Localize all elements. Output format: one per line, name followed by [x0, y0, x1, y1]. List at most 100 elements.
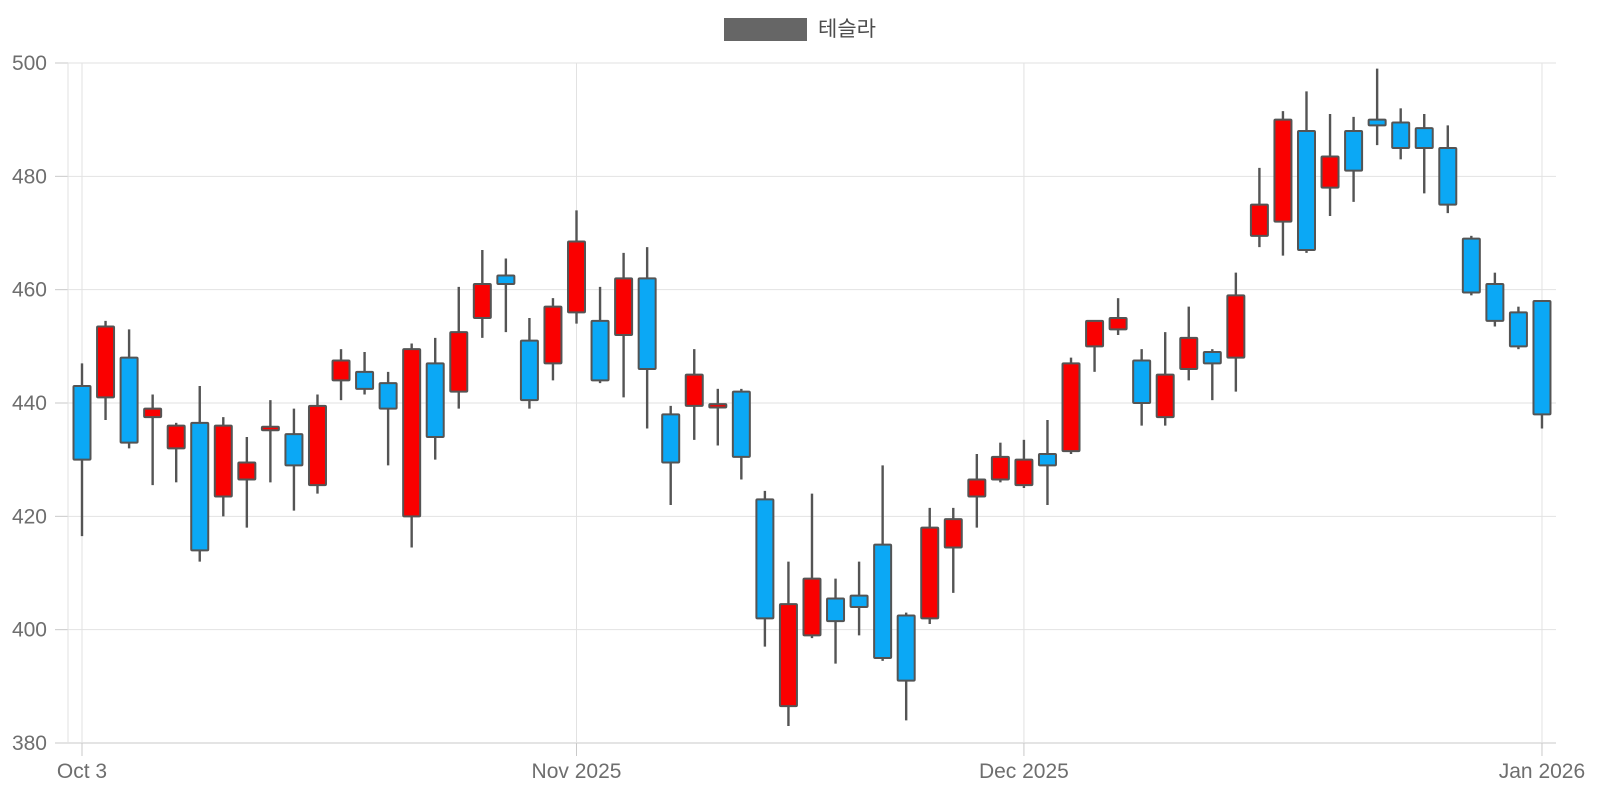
candle-oct-29[interactable] [496, 258, 516, 333]
candle-nov-4[interactable] [590, 286, 610, 384]
candle-oct-21[interactable] [355, 352, 375, 395]
candle-body [1132, 359, 1152, 404]
y-axis-label-480: 480 [12, 165, 47, 188]
candle-nov-20[interactable] [873, 465, 893, 661]
candle-body [1179, 336, 1199, 371]
candle-oct-8[interactable] [143, 394, 163, 486]
candle-oct-27[interactable] [449, 286, 469, 409]
candle-oct-31[interactable] [543, 298, 563, 381]
candle-dec-8[interactable] [1132, 349, 1152, 426]
candle-oct-13[interactable] [213, 417, 233, 517]
candle-body [237, 461, 257, 481]
candle-dec-1[interactable] [1014, 439, 1034, 488]
candle-dec-11[interactable] [1202, 349, 1222, 401]
candle-body [873, 543, 893, 660]
candle-nov-11[interactable] [708, 388, 728, 446]
candle-nov-21[interactable] [896, 612, 916, 721]
candle-body [590, 319, 610, 382]
candle-dec-31[interactable] [1508, 306, 1528, 350]
candle-nov-3[interactable] [567, 210, 587, 324]
candle-jan-2[interactable] [1532, 300, 1552, 429]
candle-dec-9[interactable] [1155, 332, 1175, 426]
candle-body [543, 305, 563, 365]
candle-oct-15[interactable] [260, 400, 280, 483]
candle-oct-17[interactable] [307, 394, 327, 494]
candle-body [708, 403, 728, 409]
y-axis-label-420: 420 [12, 505, 47, 528]
candle-nov-10[interactable] [684, 349, 704, 440]
candle-body [731, 390, 751, 458]
candle-oct-3[interactable] [72, 363, 92, 537]
candle-nov-12[interactable] [731, 388, 751, 480]
candle-body [896, 614, 916, 682]
candle-nov-24[interactable] [920, 507, 940, 624]
candle-nov-17[interactable] [802, 493, 822, 639]
x-axis-label-oct-3: Oct 3 [57, 760, 107, 783]
candle-nov-6[interactable] [637, 247, 657, 429]
candle-body [943, 518, 963, 549]
candle-body [519, 339, 539, 402]
candle-body [355, 370, 375, 390]
candle-dec-24[interactable] [1414, 114, 1434, 194]
candle-dec-30[interactable] [1485, 272, 1505, 327]
candle-nov-5[interactable] [614, 252, 634, 398]
candle-nov-28[interactable] [990, 442, 1010, 483]
y-axis-label-440: 440 [12, 392, 47, 415]
candle-body [260, 425, 280, 432]
candle-oct-23[interactable] [402, 343, 422, 548]
candle-body [496, 274, 516, 285]
candle-body [755, 498, 775, 620]
candle-oct-6[interactable] [96, 320, 116, 420]
candle-body [331, 359, 351, 382]
candle-oct-28[interactable] [472, 250, 492, 338]
candle-dec-15[interactable] [1249, 167, 1269, 248]
y-axis-label-400: 400 [12, 619, 47, 642]
candle-body [1414, 127, 1434, 150]
candle-dec-23[interactable] [1391, 108, 1411, 160]
candle-dec-17[interactable] [1296, 91, 1316, 253]
candle-body [472, 283, 492, 319]
candle-dec-3[interactable] [1061, 357, 1081, 454]
legend-item-tesla[interactable]: 테슬라 [724, 18, 876, 41]
candle-oct-22[interactable] [378, 371, 398, 466]
candle-dec-12[interactable] [1226, 272, 1246, 392]
candle-oct-16[interactable] [284, 408, 304, 511]
candle-body [1461, 237, 1481, 294]
candle-body [1155, 373, 1175, 419]
candle-oct-30[interactable] [519, 318, 539, 409]
candle-dec-19[interactable] [1344, 116, 1364, 202]
candle-dec-2[interactable] [1037, 420, 1057, 505]
candle-dec-10[interactable] [1179, 306, 1199, 381]
candle-dec-29[interactable] [1461, 235, 1481, 296]
candle-nov-13[interactable] [755, 490, 775, 647]
candle-dec-18[interactable] [1320, 114, 1340, 216]
candle-dec-22[interactable] [1367, 68, 1387, 146]
candle-oct-14[interactable] [237, 437, 257, 528]
candle-nov-25[interactable] [943, 507, 963, 593]
y-axis-label-380: 380 [12, 732, 47, 755]
candle-oct-10[interactable] [190, 386, 210, 562]
candle-dec-26[interactable] [1438, 125, 1458, 214]
candle-body [402, 348, 422, 518]
candle-oct-20[interactable] [331, 349, 351, 401]
candle-oct-7[interactable] [119, 329, 139, 449]
candle-body [684, 373, 704, 407]
candle-nov-19[interactable] [849, 561, 869, 636]
candle-nov-14[interactable] [778, 561, 798, 726]
candle-oct-9[interactable] [166, 422, 186, 483]
candle-body [378, 382, 398, 410]
y-axis-label-500: 500 [12, 52, 47, 75]
candle-body [1085, 319, 1105, 348]
candle-body [614, 277, 634, 337]
candle-nov-7[interactable] [661, 405, 681, 505]
candle-body [920, 526, 940, 620]
legend: 테슬라 [0, 18, 1600, 41]
candle-nov-26[interactable] [967, 454, 987, 528]
candle-dec-5[interactable] [1108, 298, 1128, 335]
candle-body [307, 404, 327, 487]
candle-dec-4[interactable] [1085, 319, 1105, 372]
candle-dec-16[interactable] [1273, 111, 1293, 256]
candle-nov-18[interactable] [826, 578, 846, 664]
candle-oct-24[interactable] [425, 337, 445, 460]
